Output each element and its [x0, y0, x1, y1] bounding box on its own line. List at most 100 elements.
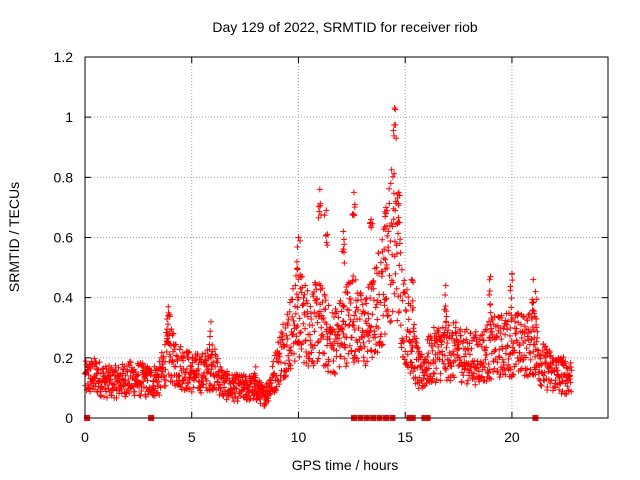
data-point: [207, 333, 214, 340]
data-point: [170, 330, 177, 337]
data-point: [283, 332, 290, 339]
data-point: [202, 350, 209, 357]
data-point: [410, 325, 417, 332]
data-point: [522, 354, 529, 361]
data-point: [103, 378, 110, 385]
x-axis-ticks: 0 5 10 15 20: [81, 57, 520, 445]
data-point: [279, 330, 286, 337]
data-point: [391, 238, 398, 245]
data-point: [295, 234, 302, 241]
data-point: [511, 347, 518, 354]
data-point: [462, 350, 469, 357]
data-point: [186, 385, 193, 392]
data-point: [430, 324, 437, 331]
data-point: [290, 285, 297, 292]
data-point: [334, 321, 341, 328]
data-point: [187, 374, 194, 381]
data-point: [388, 220, 395, 227]
data-point: [384, 313, 391, 320]
data-point: [417, 354, 424, 361]
data-point: [329, 309, 336, 316]
data-point: [520, 313, 527, 320]
data-point: [457, 326, 464, 333]
data-point: [384, 264, 391, 271]
data-point: [311, 342, 318, 349]
data-point: [491, 365, 498, 372]
data-point: [446, 357, 453, 364]
data-point: [181, 353, 188, 360]
data-point: [210, 385, 217, 392]
data-point: [100, 393, 107, 400]
data-point: [285, 357, 292, 364]
x-axis-label: GPS time / hours: [292, 457, 399, 473]
data-point: [407, 329, 414, 336]
data-point: [212, 363, 219, 370]
data-point: [438, 338, 445, 345]
data-point: [180, 357, 187, 364]
data-point: [542, 360, 549, 367]
data-point: [423, 371, 430, 378]
data-point: [341, 259, 348, 266]
data-point: [195, 371, 202, 378]
data-point: [441, 306, 448, 313]
data-point: [108, 392, 115, 399]
data-point: [514, 310, 521, 317]
data-point: [294, 304, 301, 311]
data-point: [390, 216, 397, 223]
data-point: [322, 232, 329, 239]
data-point: [404, 351, 411, 358]
data-point: [392, 106, 399, 113]
data-point: [463, 336, 470, 343]
data-point: [203, 363, 210, 370]
data-point: [287, 344, 294, 351]
data-point: [355, 306, 362, 313]
data-point: [270, 371, 277, 378]
x-tick-label: 5: [188, 429, 196, 445]
data-point: [323, 321, 330, 328]
data-point: [285, 316, 292, 323]
data-point: [401, 290, 408, 297]
data-point: [472, 328, 479, 335]
data-point: [424, 353, 431, 360]
data-point: [197, 356, 204, 363]
data-point: [221, 378, 228, 385]
data-point: [296, 330, 303, 337]
data-point: [391, 122, 398, 129]
data-point: [299, 302, 306, 309]
data-point: [531, 313, 538, 320]
data-point: [361, 309, 368, 316]
data-point: [292, 282, 299, 289]
data-point: [346, 307, 353, 314]
data-point: [481, 364, 488, 371]
data-point: [358, 345, 365, 352]
data-point: [171, 346, 178, 353]
data-point: [488, 325, 495, 332]
data-point: [308, 341, 315, 348]
data-point: [321, 350, 328, 357]
data-point: [499, 345, 506, 352]
data-point: [265, 397, 272, 404]
data-point: [387, 180, 394, 187]
data-point: [466, 372, 473, 379]
data-point: [370, 297, 377, 304]
data-point: [211, 346, 218, 353]
data-point: [383, 295, 390, 302]
data-point: [177, 363, 184, 370]
data-point: [372, 334, 379, 341]
data-point: [507, 287, 514, 294]
data-point: [449, 332, 456, 339]
data-point: [373, 264, 380, 271]
data-point: [122, 372, 129, 379]
data-point: [405, 364, 412, 371]
data-point: [298, 273, 305, 280]
data-point: [223, 396, 230, 403]
data-point: [384, 222, 391, 229]
data-point: [355, 325, 362, 332]
data-point: [293, 258, 300, 265]
data-point: [358, 333, 365, 340]
data-point: [444, 340, 451, 347]
data-point: [352, 276, 359, 283]
data-point: [316, 308, 323, 315]
data-point: [377, 299, 384, 306]
data-point: [450, 351, 457, 358]
